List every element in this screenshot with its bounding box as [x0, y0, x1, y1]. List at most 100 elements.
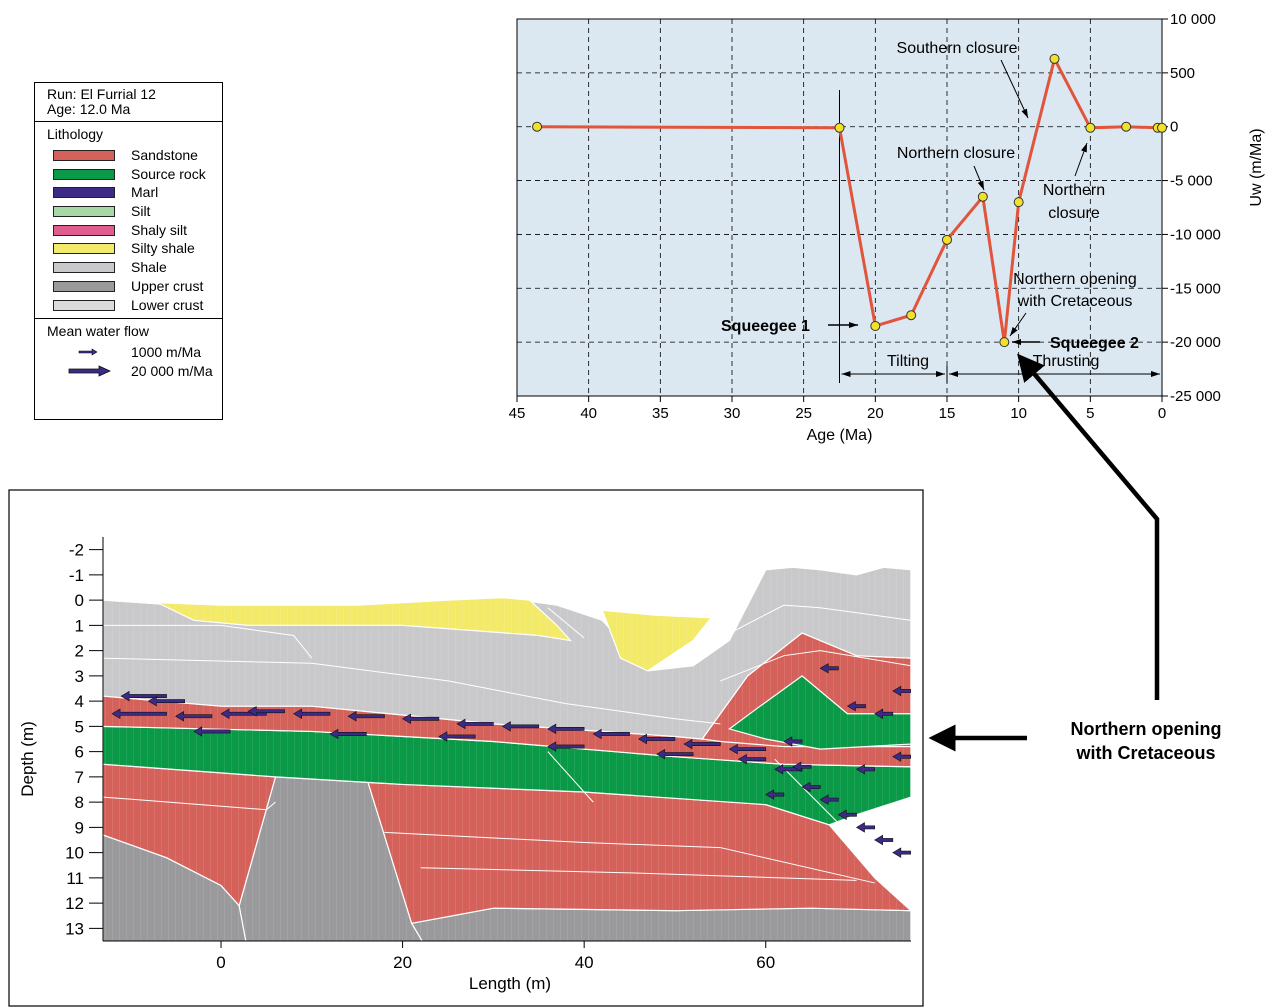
- flow-arrow: [855, 764, 875, 775]
- x-tick-label: 0: [1158, 405, 1166, 422]
- legend-lithology-title: Lithology: [47, 126, 104, 142]
- legend-lithology-label: Source rock: [131, 165, 206, 182]
- legend-lithology-item: Upper crust: [47, 277, 210, 296]
- x-tick-label: 60: [756, 953, 775, 972]
- annotation-northern-closure: Northern closure: [897, 145, 1015, 162]
- x-tick-label: 40: [580, 405, 597, 422]
- legend-flow-item: 1000 m/Ma: [47, 343, 210, 362]
- flow-arrow: [329, 728, 367, 740]
- legend-run-section: Run: El Furrial 12 Age: 12.0 Ma: [35, 83, 222, 122]
- data-point: [870, 320, 881, 331]
- callout-line2: with Cretaceous: [1076, 743, 1216, 763]
- x-tick-label: 10: [1010, 405, 1027, 422]
- flow-arrow: [193, 726, 231, 737]
- legend-lithology-item: Source rock: [47, 165, 210, 184]
- data-point: [977, 191, 988, 202]
- horizon-line: [774, 758, 894, 879]
- legend-flow-item: 20 000 m/Ma: [47, 362, 213, 381]
- x-tick-label: 40: [575, 953, 594, 972]
- legend-swatch: [53, 243, 115, 255]
- flow-arrow: [438, 731, 476, 742]
- legend-lithology-item: Shaly silt: [47, 221, 210, 240]
- flow-arrow: [638, 733, 676, 745]
- flow-arrow: [347, 711, 385, 722]
- annotation-with-cretaceous: with Cretaceous: [1017, 293, 1133, 310]
- flow-arrow: [855, 822, 875, 833]
- horizon-line: [103, 657, 721, 725]
- legend-lithology-item: Silt: [47, 202, 210, 221]
- y-tick-label: 7: [75, 768, 84, 787]
- horizon-line: [103, 624, 313, 659]
- legend-lithology-section: Lithology Sandstone Source rock Marl Silt Sh…: [35, 122, 222, 320]
- flow-arrow: [293, 708, 331, 719]
- y-tick-label: 11: [66, 869, 84, 888]
- legend-box: Run: El Furrial 12 Age: 12.0 Ma Litholog…: [34, 82, 223, 420]
- y-tick-label: 500: [1170, 65, 1195, 82]
- y-tick-label: 9: [75, 818, 84, 837]
- legend-swatch: [53, 224, 115, 236]
- legend-swatch: [53, 150, 115, 161]
- annotation-arrow: [1009, 312, 1027, 337]
- callout-line1: Northern opening: [1070, 719, 1222, 739]
- legend-lithology-label: Shaly silt: [131, 221, 188, 238]
- x-tick-label: 30: [724, 405, 741, 422]
- flow-arrow: [402, 713, 440, 725]
- flow-arrow: [501, 721, 540, 732]
- legend-lithology-label: Lower crust: [131, 296, 204, 313]
- y-tick-label: 8: [75, 793, 84, 812]
- legend-lithology-item: Sandstone: [47, 146, 210, 165]
- legend-lithology-label: Silty shale: [131, 240, 195, 257]
- flow-arrow: [592, 728, 630, 740]
- y-tick-label: -15 000: [1170, 280, 1221, 297]
- legend-swatch: [53, 168, 115, 180]
- flow-arrow: [874, 708, 894, 719]
- plot-frame: [516, 18, 1163, 397]
- flow-arrow-shape: [68, 365, 111, 377]
- flow-arrow: [737, 753, 767, 765]
- data-point: [1049, 53, 1060, 64]
- y-tick-label: -25 000: [1170, 388, 1221, 405]
- data-point: [1085, 122, 1096, 133]
- y-tick-label: 5: [75, 717, 84, 736]
- mesh-overlay: [103, 537, 911, 941]
- flow-arrow: [783, 736, 803, 747]
- horizon-line: [103, 796, 276, 811]
- legend-lithology-item: Lower crust: [47, 296, 210, 315]
- y-tick-label: 4: [75, 692, 84, 711]
- y-axis-label: Uw (m/Ma): [1248, 128, 1265, 206]
- flow-arrow: [120, 690, 167, 702]
- legend-flow-title: Mean water flow: [47, 323, 149, 340]
- horizon-line: [420, 867, 857, 881]
- annotation-arrow: [1000, 59, 1029, 119]
- x-tick-label: 20: [867, 405, 884, 422]
- annotation-northern-closure-2a: Northern: [1043, 182, 1105, 199]
- flow-arrow: [728, 743, 767, 755]
- legend-swatch: [53, 187, 115, 199]
- legend-lithology-label: Silt: [131, 203, 151, 220]
- horizon-line: [547, 751, 594, 803]
- legend-lithology-item: Marl: [47, 183, 210, 202]
- period-label: Thrusting: [1033, 353, 1100, 370]
- y-tick-label: -1: [69, 566, 84, 585]
- flow-arrow: [547, 741, 585, 752]
- legend-lithology-label: Sandstone: [131, 147, 198, 163]
- data-point: [1157, 122, 1167, 133]
- flow-arrow: [774, 764, 803, 775]
- legend-swatch: [53, 262, 115, 274]
- legend-lithology-label: Marl: [131, 184, 159, 201]
- flow-arrow: [147, 695, 186, 707]
- x-tick-label: 5: [1086, 405, 1094, 422]
- y-tick-label: -10 000: [1170, 226, 1221, 243]
- flow-arrow: [656, 748, 694, 760]
- water-flow-chart: 45 40 35 30 25 20 15 10 5 0 10 000 500 0 -5 000 -10 00…: [509, 11, 1265, 444]
- flow-arrow: [547, 723, 585, 735]
- y-tick-label: 10 000: [1170, 11, 1216, 28]
- data-point: [532, 121, 543, 132]
- legend-age: Age: 12.0 Ma: [47, 101, 131, 117]
- period-label: Tilting: [887, 353, 929, 370]
- flow-arrow: [892, 847, 911, 858]
- data-point: [1121, 121, 1132, 132]
- x-axis-label: Age (Ma): [807, 427, 873, 444]
- section-layers: [103, 537, 911, 941]
